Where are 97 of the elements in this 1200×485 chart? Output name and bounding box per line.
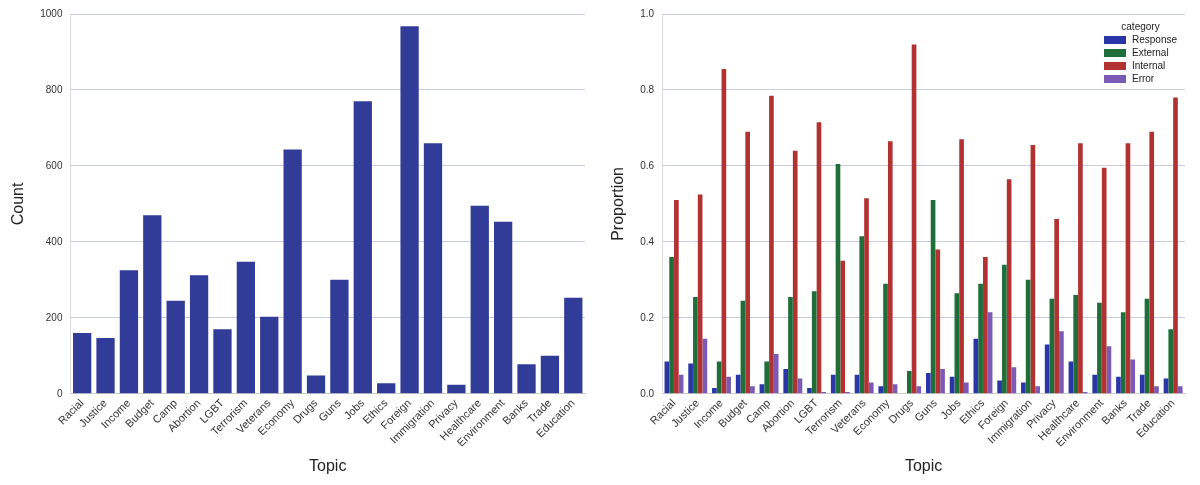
bar <box>997 380 1002 394</box>
bar <box>1149 131 1155 394</box>
bar <box>1092 374 1098 394</box>
bar <box>1139 374 1145 394</box>
bar <box>940 369 945 394</box>
y-tick-label: 600 <box>45 159 63 171</box>
y-tick-label: 800 <box>45 83 63 95</box>
bar <box>213 329 232 394</box>
bar <box>1073 295 1078 394</box>
bar <box>1054 219 1059 394</box>
y-tick-label: 1000 <box>40 7 63 19</box>
bar <box>883 283 888 394</box>
y-tick-label: 0 <box>56 387 63 399</box>
bar <box>674 200 679 394</box>
bar <box>788 296 793 394</box>
bar <box>119 270 139 394</box>
bar <box>745 131 750 394</box>
bar <box>1101 167 1107 394</box>
bar <box>916 386 922 394</box>
bar <box>166 300 185 394</box>
bar <box>954 293 960 394</box>
y-axis-title: Count <box>9 182 27 226</box>
bar <box>887 141 893 394</box>
bar <box>377 383 396 394</box>
bar <box>925 372 931 394</box>
bar <box>669 257 674 394</box>
bar <box>1154 386 1159 394</box>
bar <box>353 101 372 394</box>
bar <box>143 215 162 394</box>
bar <box>540 355 560 394</box>
bar <box>878 386 884 394</box>
bar <box>1173 97 1178 394</box>
y-tick-label: 0.0 <box>640 387 655 399</box>
bar <box>1059 331 1064 394</box>
bar <box>783 369 789 394</box>
bar <box>830 374 836 394</box>
bar <box>750 386 755 394</box>
legend-label: Internal <box>1131 60 1166 71</box>
bar <box>693 296 698 394</box>
x-axis-title: Topic <box>904 456 943 474</box>
bar <box>1130 359 1136 394</box>
bar <box>868 382 874 394</box>
bar <box>1035 386 1040 394</box>
bar <box>688 363 693 394</box>
bar <box>935 249 941 394</box>
bar <box>964 382 969 394</box>
bar <box>236 261 256 394</box>
bar <box>792 150 798 394</box>
bar <box>859 236 865 394</box>
bar <box>1002 264 1007 394</box>
bar <box>283 149 302 394</box>
bar <box>1177 386 1183 394</box>
bar <box>764 361 770 394</box>
bar <box>564 297 583 394</box>
bar <box>811 291 817 394</box>
legend-label: External <box>1131 47 1169 58</box>
bar <box>517 364 536 394</box>
bar <box>726 376 731 394</box>
bar <box>864 198 869 394</box>
bar <box>1021 382 1026 394</box>
bar <box>712 388 717 394</box>
bar <box>330 279 349 394</box>
bar <box>447 384 466 394</box>
bar <box>1078 143 1083 394</box>
bar <box>96 337 115 394</box>
y-tick-label: 0.4 <box>640 235 655 247</box>
bar <box>807 388 812 394</box>
bar <box>769 95 774 394</box>
bar <box>978 283 983 394</box>
y-tick-label: 0.2 <box>640 311 655 323</box>
bar <box>983 257 988 394</box>
y-tick-label: 400 <box>45 235 63 247</box>
bar <box>959 139 964 394</box>
bar <box>906 371 912 394</box>
y-tick-label: 0.8 <box>640 83 655 95</box>
bar <box>1168 329 1174 394</box>
bar <box>470 205 489 394</box>
bar <box>773 353 779 394</box>
bar <box>1116 376 1121 394</box>
bar <box>1097 302 1102 394</box>
y-tick-label: 200 <box>45 311 63 323</box>
y-tick-label: 1.0 <box>640 7 655 19</box>
y-axis-title: Proportion <box>609 166 627 241</box>
bar <box>189 275 209 394</box>
bar <box>493 221 513 394</box>
bar <box>840 260 846 394</box>
legend-label: Response <box>1131 34 1177 45</box>
bar <box>306 375 326 394</box>
y-tick-label: 0.6 <box>640 159 655 171</box>
x-axis-title: Topic <box>309 456 347 474</box>
bar <box>1120 312 1126 394</box>
bar <box>260 316 279 394</box>
legend-title: category <box>1120 20 1161 33</box>
bar <box>73 333 92 394</box>
legend-label: Error <box>1131 73 1155 84</box>
bar <box>400 26 419 394</box>
bar <box>423 143 443 394</box>
